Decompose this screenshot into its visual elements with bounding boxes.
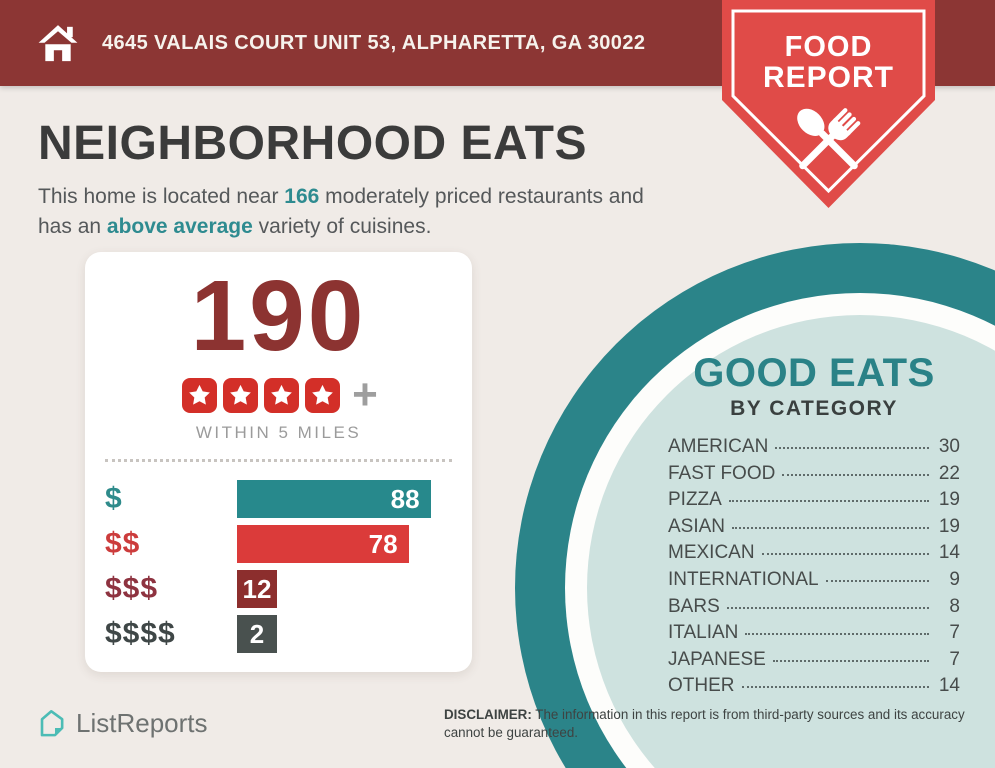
dotted-leader [772,659,929,662]
disclaimer: DISCLAIMER: The information in this repo… [444,707,965,740]
category-name: JAPANESE [668,648,766,670]
dotted-divider [105,459,452,462]
category-row: ITALIAN 7 [668,623,960,642]
category-name: PIZZA [668,489,722,511]
price-bar-value: 12 [242,573,272,604]
price-tier-label: $$ [105,527,141,560]
price-bar: 2 [237,615,277,653]
price-bar-row: $88 [105,480,472,518]
dotted-leader [728,500,929,503]
home-icon [38,25,78,62]
price-tier-label: $$$$ [105,617,176,650]
good-eats-title: GOOD EATS [693,351,935,395]
dotted-leader [775,447,929,449]
dotted-leader [726,606,929,609]
price-bar-row: $$ 78 [105,525,472,563]
listreports-house-icon [40,709,64,737]
brand-name: ListReports [76,708,208,738]
restaurant-stats-card: 190 + WITHIN 5 MILES $88 $$ 78 $$$ 12 $$$$ 2 [85,252,472,672]
category-count: 9 [949,568,960,590]
price-tier-label: $ [105,482,123,515]
brand-logo: ListReports [36,708,208,739]
category-count: 7 [949,648,960,670]
category-row: PIZZA 19 [668,490,960,509]
crossed-spoon-fork-icon [797,108,861,170]
category-row: AMERICAN 30 [668,437,960,456]
price-bar-row: $$$ 12 [105,570,472,608]
dotted-leader [741,686,929,689]
price-bar-value: 2 [249,618,265,649]
category-count: 8 [949,595,960,617]
category-row: FAST FOOD 22 [668,464,960,483]
category-name: ASIAN [668,515,726,537]
category-name: BARS [668,595,720,617]
price-bar: 78 [237,525,409,563]
disclaimer-label: DISCLAIMER: [444,707,532,722]
dotted-leader [825,579,929,582]
category-row: ASIAN 19 [668,517,960,536]
category-count: 14 [938,542,960,564]
ribbon-line2: REPORT [763,61,894,94]
above-average-highlight: above average [106,215,253,239]
restaurant-count: 190 [190,260,367,372]
price-tier-label: $$$ [105,572,159,605]
category-count: 19 [938,515,960,537]
category-name: INTERNATIONAL [668,568,819,590]
category-list: AMERICAN 30 FAST FOOD 22 PIZZA 19 ASIAN 19 MEXIC… [668,437,960,695]
dotted-leader [761,553,929,556]
price-bar-chart: $88 $$ 78 $$$ 12 $$$$ 2 [85,480,472,653]
dotted-leader [745,633,929,636]
star-icon [182,377,218,413]
category-count: 30 [938,436,960,457]
category-row: MEXICAN 14 [668,543,960,562]
category-name: AMERICAN [668,436,769,457]
price-bar-value: 78 [368,528,398,559]
star-rating: + [85,370,472,419]
category-count: 22 [938,462,960,484]
property-address: 4645 VALAIS COURT UNIT 53, ALPHARETTA, G… [102,31,646,54]
category-row: OTHER 14 [668,676,960,695]
category-row: INTERNATIONAL 9 [668,570,960,589]
page-subtitle: This home is located near 166 moderately… [38,182,644,243]
restaurant-count-highlight: 166 [284,185,320,208]
category-count: 19 [938,489,960,511]
category-name: ITALIAN [668,622,739,644]
star-icon [264,377,300,413]
good-eats-panel: GOOD EATS BY CATEGORY AMERICAN 30 FAST FOO… [668,352,960,703]
food-report-ribbon: FOOD REPORT [722,0,935,208]
subtitle-line-2: has an above average variety of cuisines… [38,215,432,239]
ribbon-line1: FOOD [785,31,873,63]
price-bar-row: $$$$ 2 [105,615,472,653]
star-icon [305,377,341,413]
good-eats-subtitle: BY CATEGORY [730,397,898,420]
category-row: JAPANESE 7 [668,650,960,669]
dotted-leader [782,473,929,476]
category-count: 14 [938,675,960,697]
category-name: MEXICAN [668,542,755,564]
dotted-leader [732,526,929,529]
star-icon [223,377,259,413]
subtitle-line-1: This home is located near 166 moderately… [38,185,644,208]
price-bar: 12 [237,570,277,608]
category-count: 7 [949,622,960,644]
page-title: NEIGHBORHOOD EATS [38,117,587,170]
plus-sign: + [352,370,378,419]
price-bar: 88 [237,480,431,518]
radius-caption: WITHIN 5 MILES [195,423,362,442]
category-name: FAST FOOD [668,462,776,484]
category-row: BARS 8 [668,597,960,616]
price-bar-value: 88 [390,483,420,514]
category-name: OTHER [668,675,735,697]
